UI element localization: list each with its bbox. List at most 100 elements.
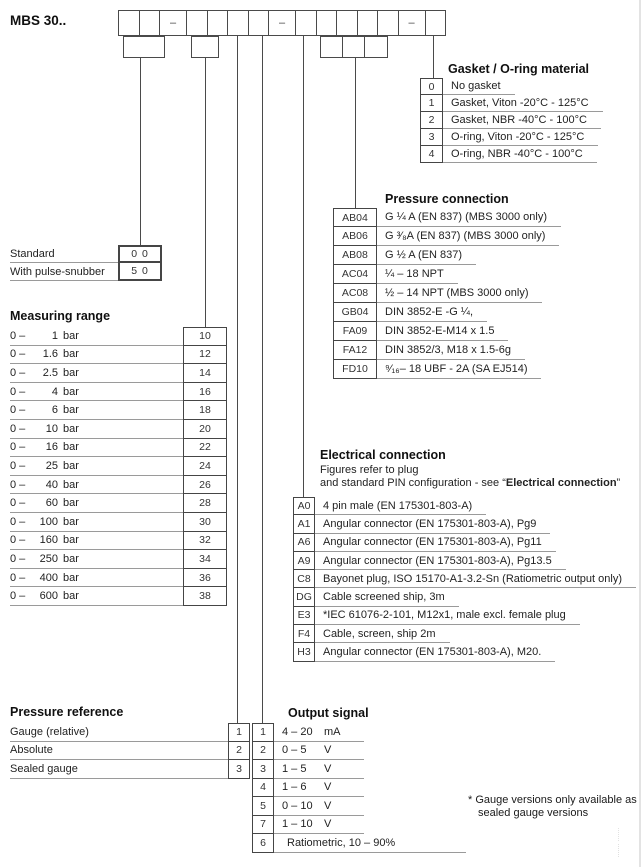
row-description: Gasket, Viton -20°C - 125°C [443, 95, 603, 112]
row-description: G ³⁄₈A (EN 837) (MBS 3000 only) [377, 227, 560, 246]
code-box: F4 [293, 624, 315, 644]
table-row: 0 – 1.6 bar 12 [10, 344, 227, 365]
range-prefix: 0 – [10, 348, 26, 361]
row-description: *IEC 61076-2-101, M12x1, male excl. fema… [315, 607, 580, 626]
type-code-dash-cell: – [159, 10, 187, 36]
signal-unit: mA [324, 725, 341, 738]
table-row: 0 – 25 bar 24 [10, 456, 227, 476]
table-row: 4 1 – 6 V [252, 777, 466, 797]
code-box: H3 [293, 642, 315, 662]
range-unit: bar [63, 590, 79, 603]
connector-line-pressure-reference [237, 35, 238, 723]
code-box: A9 [293, 550, 315, 571]
table-row: 4 O-ring, NBR -40°C - 100°C [420, 145, 603, 163]
code-box: 7 [252, 814, 274, 834]
range-prefix: 0 – [10, 497, 26, 510]
connector-line-output-signal [262, 35, 263, 723]
type-code-cell [118, 10, 140, 36]
code-box: 38 [183, 586, 227, 606]
row-description: DIN 3852-E-M14 x 1.5 [377, 322, 509, 341]
electrical-note-2: and standard PIN configuration - see “El… [320, 477, 620, 489]
code-box: 2 [420, 111, 443, 129]
range-unit: bar [63, 366, 79, 379]
range-unit: bar [63, 478, 79, 491]
row-description: 1 – 5 V [274, 760, 364, 779]
code-box: 20 [183, 418, 227, 439]
row-label: 0 – 6 bar [10, 401, 183, 420]
table-row: 0 – 1 bar 10 [10, 327, 227, 346]
row-description: 0 – 10 V [274, 797, 364, 816]
table-row: F4 Cable, screen, ship 2m [293, 624, 636, 644]
signal-value: 1 – 10 [282, 818, 313, 831]
row-description: 4 – 20 mA [274, 723, 364, 742]
footnote-line-2: sealed gauge versions [478, 807, 589, 819]
row-label: 0 – 25 bar [10, 457, 183, 476]
row-description: Angular connector (EN 175301-803-A), M20… [315, 643, 556, 662]
electrical-note-2-suffix: ” [616, 477, 621, 489]
row-description: Angular connector (EN 175301-803-A), Pg1… [315, 534, 556, 552]
range-unit: bar [63, 534, 79, 547]
range-value: 160 [39, 534, 58, 547]
table-row: GB04 DIN 3852-E -G ¼, [333, 302, 561, 322]
table-row: 0 – 4 bar 16 [10, 381, 227, 402]
code-box: AC08 [333, 283, 377, 303]
range-prefix: 0 – [10, 571, 26, 584]
row-label: 0 – 2.5 bar [10, 364, 183, 383]
range-prefix: 0 – [10, 404, 26, 417]
range-prefix: 0 – [10, 441, 26, 454]
code-box: 26 [183, 474, 227, 495]
row-label: 0 – 40 bar [10, 476, 183, 495]
row-label: 0 – 160 bar [10, 532, 183, 551]
code-box: 6 [252, 833, 274, 853]
code-box: GB04 [333, 302, 377, 322]
range-prefix: 0 – [10, 590, 26, 603]
row-description: G ¼ A (EN 837) (MBS 3000 only) [377, 208, 562, 227]
type-code-cell [186, 10, 208, 36]
row-label: 0 – 100 bar [10, 513, 183, 532]
table-row: FA12 DIN 3852/3, M18 x 1.5-6g [333, 340, 561, 360]
row-label: 0 – 1 bar [10, 327, 183, 346]
code-box: 22 [183, 437, 227, 458]
type-code-cell [315, 10, 337, 36]
range-value: 2.5 [42, 366, 58, 379]
table-row: 0 – 160 bar 32 [10, 530, 227, 551]
range-value: 600 [39, 590, 58, 603]
row-description: O-ring, Viton -20°C - 125°C [443, 129, 599, 146]
footnote-line-1: * Gauge versions only available as [468, 794, 637, 806]
type-code-cell [138, 10, 160, 36]
code-box: E3 [293, 605, 315, 626]
signal-value: 0 – 5 [282, 744, 307, 757]
code-box: 3 [252, 759, 274, 779]
code-box: 14 [183, 363, 227, 383]
table-row: 3 1 – 5 V [252, 759, 466, 779]
code-box: AC04 [333, 264, 377, 284]
code-box: 10 [183, 327, 227, 346]
range-value: 10 [45, 422, 58, 435]
code-box: 24 [183, 456, 227, 476]
row-label: Standard [10, 245, 118, 263]
electrical-note-2-bold: Electrical connection [505, 477, 617, 489]
electrical-title: Electrical connection [320, 448, 446, 462]
row-label: 0 – 4 bar [10, 383, 183, 402]
row-description: 0 – 5 V [274, 742, 364, 760]
range-value: 250 [39, 552, 58, 565]
row-description: Cable screened ship, 3m [315, 588, 459, 607]
range-prefix: 0 – [10, 366, 26, 379]
range-unit: bar [63, 441, 79, 454]
pressure-connection-title: Pressure connection [385, 192, 509, 206]
table-row: 2 Gasket, NBR -40°C - 100°C [420, 111, 603, 129]
table-row: E3 *IEC 61076-2-101, M12x1, male excl. fe… [293, 605, 636, 626]
code-box: FA09 [333, 321, 377, 341]
table-row: A9 Angular connector (EN 175301-803-A), P… [293, 550, 636, 571]
row-description: No gasket [443, 78, 515, 95]
type-code-cell [424, 10, 446, 36]
code-box: 12 [183, 344, 227, 365]
code-box: 5 [252, 796, 274, 816]
range-prefix: 0 – [10, 534, 26, 547]
code-box: 3 [228, 759, 250, 779]
table-row: 0 – 400 bar 36 [10, 567, 227, 588]
group-box-pressure-connection-3 [364, 36, 388, 58]
row-label: With pulse-snubber [10, 263, 118, 281]
row-description: Ratiometric, 10 – 90% [274, 834, 466, 853]
